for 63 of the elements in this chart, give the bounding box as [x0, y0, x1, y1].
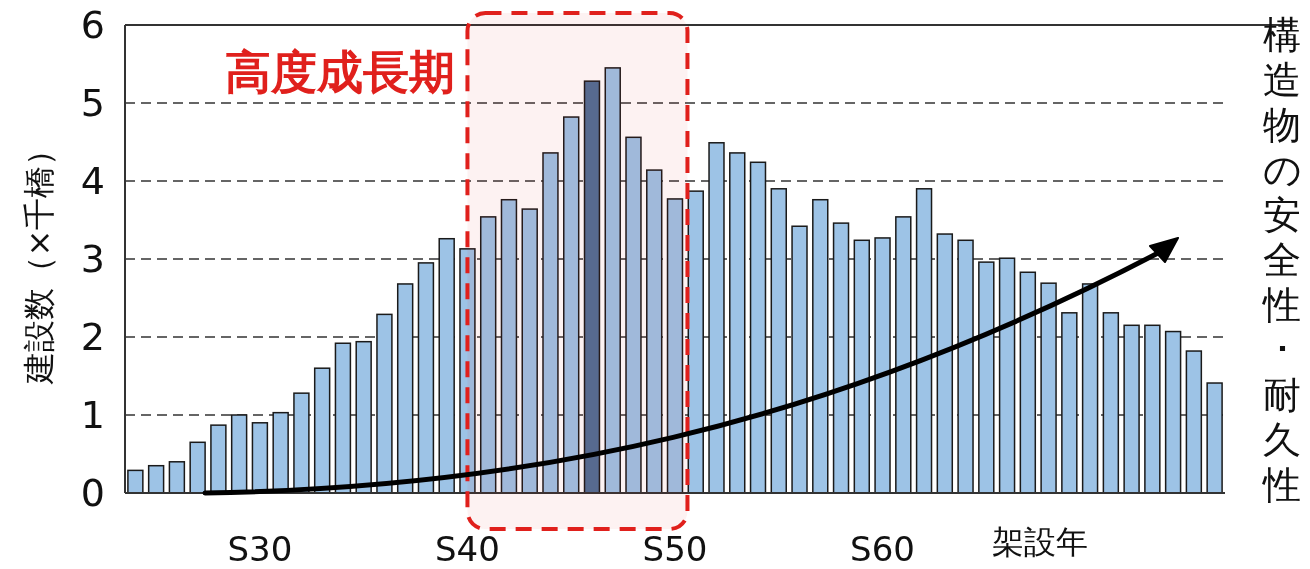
bar [521, 208, 538, 494]
x-tick-label: S40 [435, 529, 500, 569]
bar [978, 261, 995, 494]
y-tick-label: 2 [80, 315, 105, 359]
bar [708, 142, 725, 494]
bar [1081, 283, 1099, 494]
bar [625, 136, 642, 494]
bar [604, 67, 621, 494]
bar [438, 237, 455, 494]
y-tick-label: 3 [80, 237, 105, 281]
bar [1040, 282, 1057, 494]
y-tick-label: 0 [80, 471, 105, 515]
bar [812, 198, 829, 494]
y-tick-label: 1 [80, 393, 105, 437]
x-axis-title: 架設年 [992, 523, 1088, 561]
bar [853, 239, 871, 494]
bar [1102, 312, 1120, 494]
bar [1061, 312, 1078, 494]
bar [313, 367, 331, 494]
bar [479, 216, 497, 494]
bar [1185, 350, 1203, 494]
text: 構造物の安全性･耐久性 [1262, 13, 1302, 507]
bar [646, 169, 663, 494]
y-tick-label: 5 [80, 81, 105, 125]
bar [749, 161, 767, 494]
bar [417, 262, 435, 494]
bar [832, 222, 850, 494]
x-tick-label: S30 [227, 529, 293, 569]
bar [542, 152, 559, 494]
bar [998, 257, 1016, 494]
bar [770, 188, 787, 494]
bar [666, 198, 684, 494]
bar [1123, 324, 1140, 494]
bar [895, 216, 912, 494]
bar [189, 441, 206, 494]
bar [1164, 330, 1182, 494]
y-axis-title: 建設数（×千橋） [20, 133, 58, 386]
bar [1206, 382, 1223, 494]
bar [583, 80, 601, 494]
bar [1019, 271, 1037, 494]
bar [168, 461, 186, 494]
bar [376, 313, 393, 494]
bar [915, 188, 933, 494]
bar [1144, 324, 1161, 494]
bar [147, 464, 165, 494]
bar [127, 469, 144, 494]
x-tick-label: S50 [642, 529, 708, 569]
y-tick-label: 4 [80, 159, 105, 203]
bar [563, 116, 580, 494]
bar [459, 248, 476, 494]
bar [936, 233, 954, 494]
bar [355, 340, 372, 494]
bar [500, 198, 518, 494]
bar [791, 225, 808, 494]
bar [874, 237, 891, 494]
bar [396, 283, 414, 494]
bar [957, 239, 974, 494]
bar [687, 190, 704, 494]
bar [729, 152, 746, 494]
x-tick-label: S60 [850, 529, 915, 569]
band-label: 高度成長期 [225, 45, 456, 99]
bar [334, 342, 352, 494]
y-tick-label: 6 [80, 3, 105, 47]
